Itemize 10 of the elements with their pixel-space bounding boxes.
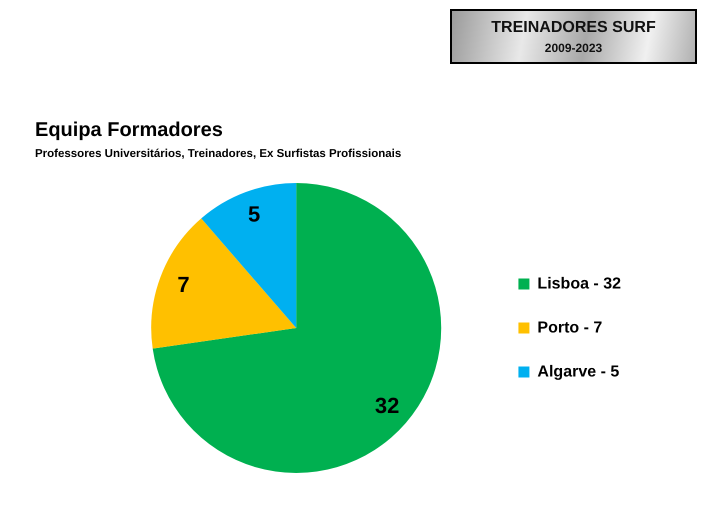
chart-title: Equipa Formadores — [35, 119, 223, 142]
legend-label: Porto - 7 — [537, 319, 602, 336]
chart-subtitle: Professores Universitários, Treinadores, Ex Surfistas Profissionais — [35, 148, 402, 160]
data-label: 7 — [177, 272, 190, 298]
legend-label: Algarve - 5 — [537, 363, 620, 380]
text: 2009-2023 — [544, 41, 604, 55]
legend-label: Lisboa - 32 — [537, 275, 622, 292]
text: TREINADORES SURF — [490, 19, 657, 37]
data-label: 32 — [374, 392, 400, 418]
data-label: 5 — [248, 201, 260, 226]
